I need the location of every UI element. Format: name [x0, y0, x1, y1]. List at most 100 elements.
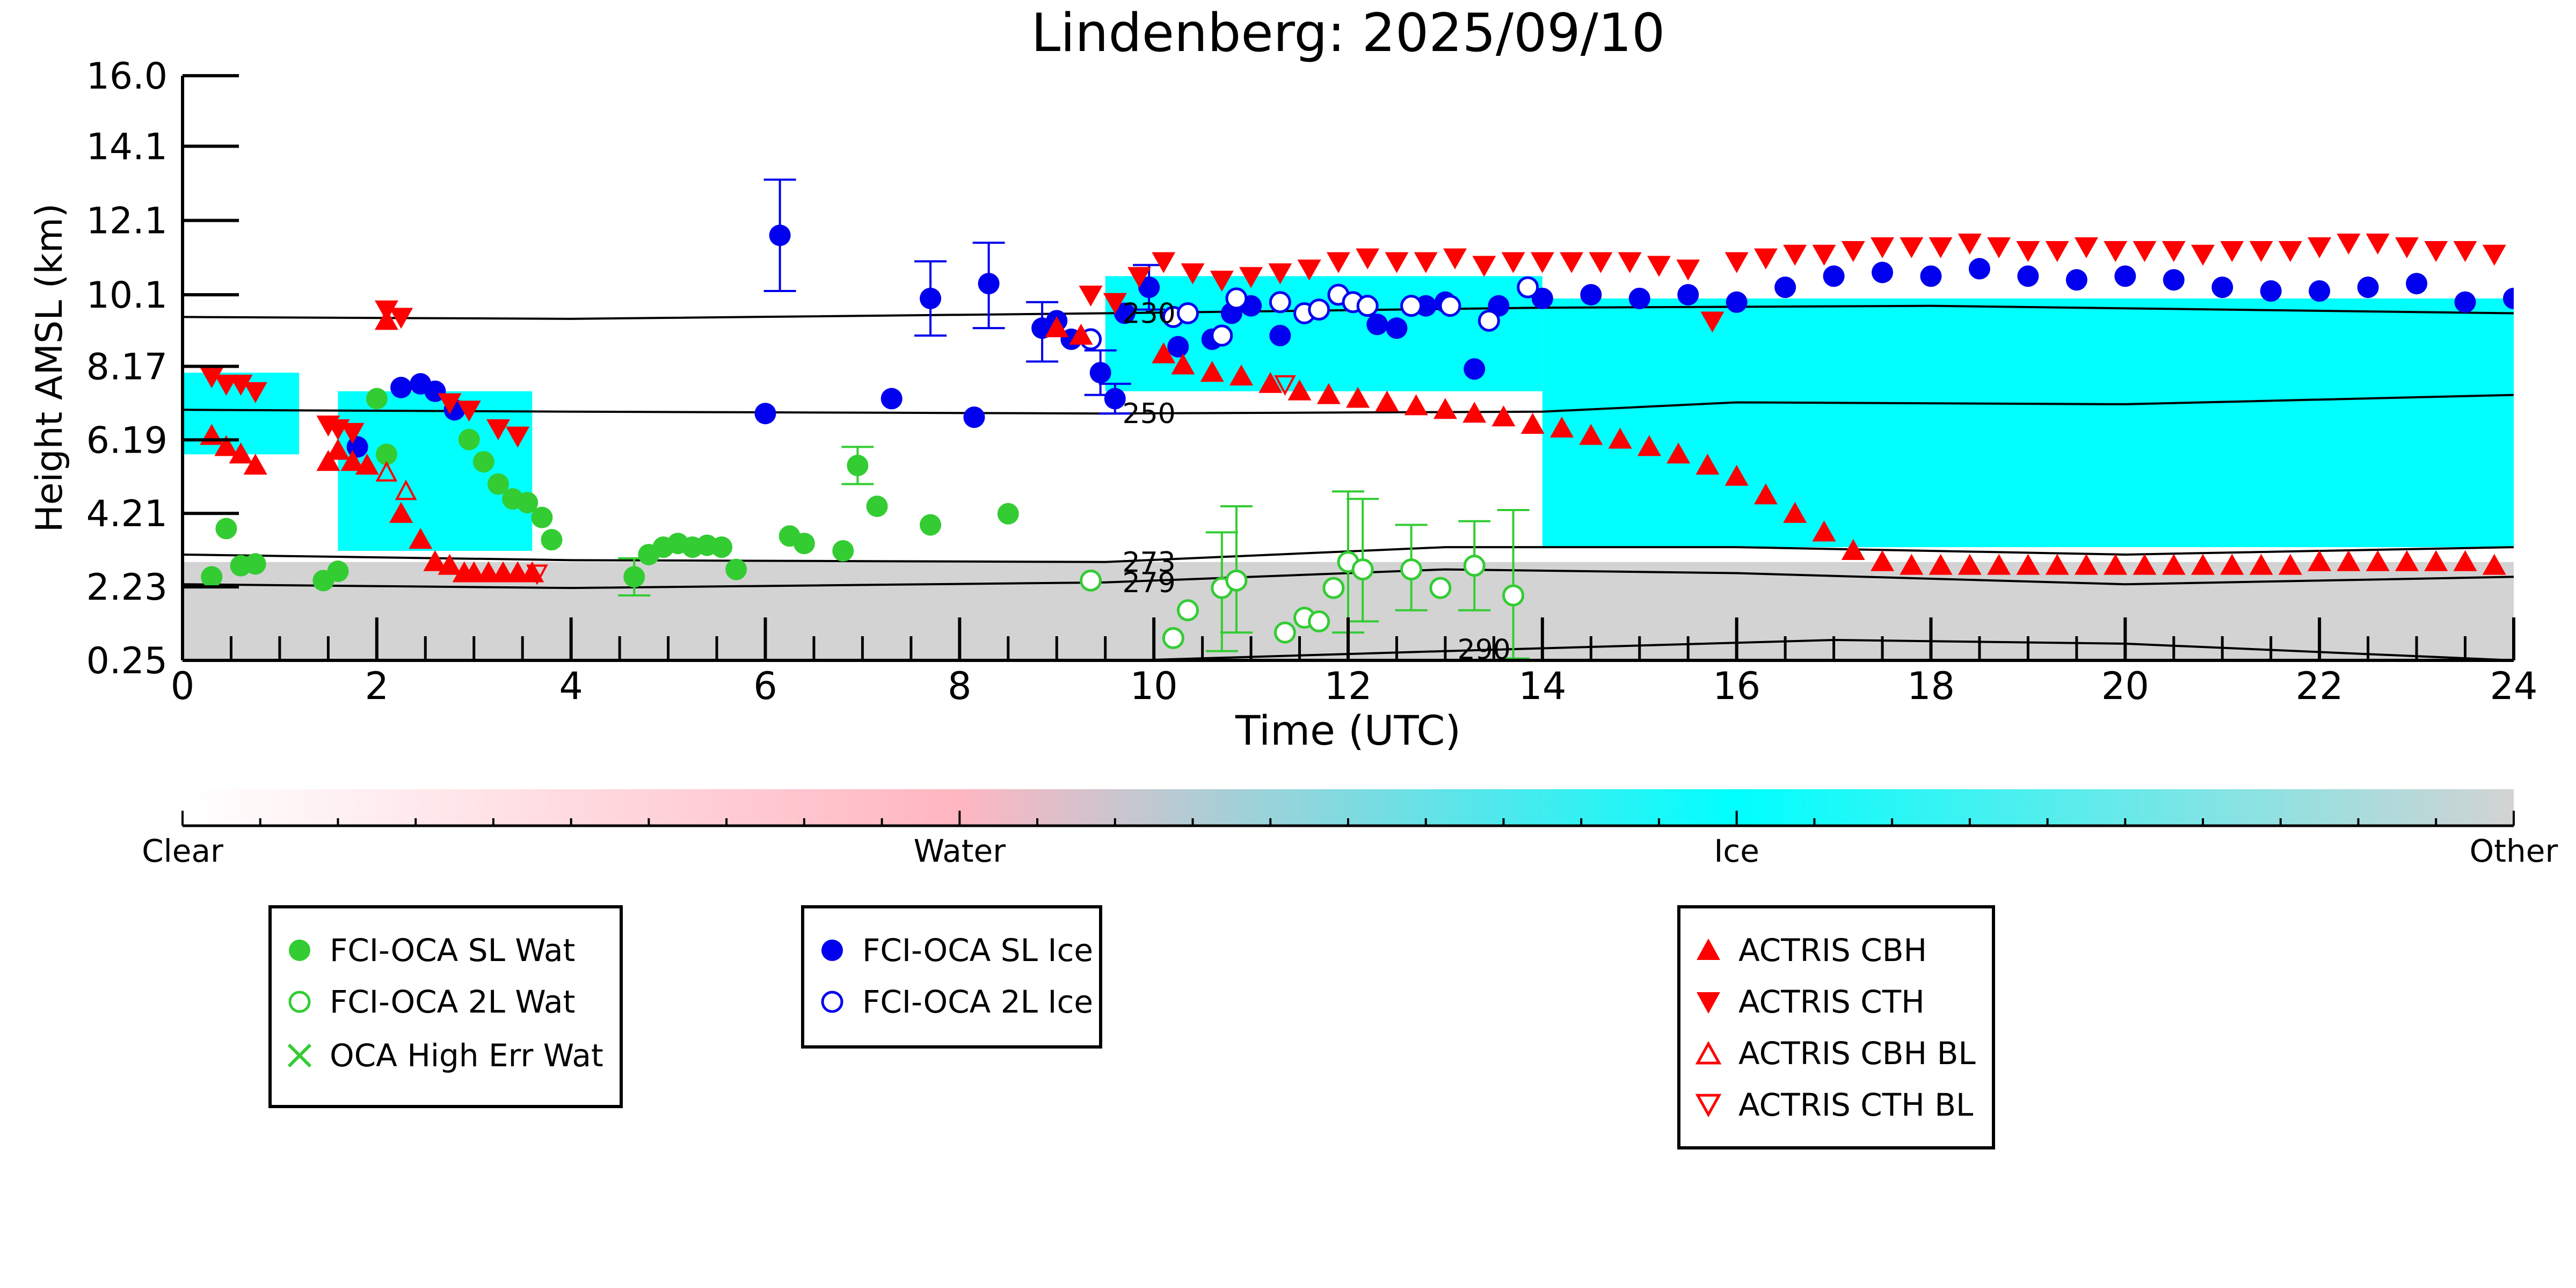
actris-cbh-point [1171, 353, 1195, 375]
x-tick-label: 8 [948, 664, 972, 708]
actris-cth-point [1472, 256, 1496, 277]
actris-cbh-point [2424, 550, 2448, 571]
actris-cth-point [1152, 252, 1176, 273]
actris-cth-point [340, 423, 365, 444]
y-tick-label: 10.1 [86, 274, 168, 317]
x-ticks: 0 2 4 6 8 10 12 14 16 18 20 22 24 [171, 617, 2538, 708]
fci-oca-2l-wat-point [1308, 610, 1330, 632]
actris-cth-point [1443, 248, 1467, 270]
actris-cth-point [2104, 241, 2128, 262]
actris-cth-point [1700, 311, 1724, 333]
y-tick-label: 14.1 [86, 126, 168, 168]
fci-oca-sl-wat-point [541, 529, 563, 551]
actris-cth-point [1385, 252, 1409, 273]
colorbar-labels: Clear Water Ice Other [142, 833, 2558, 869]
actris-cbh-point [1667, 442, 1691, 464]
fci-oca-2l-ice-point [1308, 299, 1330, 321]
fci-oca-sl-ice-point [1386, 317, 1408, 339]
actris-cth-bl-point [526, 564, 548, 585]
x-tick-label: 12 [1324, 664, 1372, 708]
actris-cbh-point [1987, 554, 2011, 575]
legend-item-high-err-wat: OCA High Err Wat [283, 1037, 603, 1074]
actris-cth-point [1356, 248, 1380, 270]
fci-oca-sl-ice-point [2454, 291, 2476, 313]
actris-cth-point [1589, 252, 1613, 273]
actris-cbh-point [1724, 464, 1749, 486]
fci-oca-sl-ice-point [881, 388, 903, 410]
legend-label: ACTRIS CBH [1738, 932, 1927, 969]
actris-cbh-point [1258, 372, 1283, 393]
actris-cth-point [506, 426, 530, 448]
actris-cbh-point [1753, 483, 1778, 505]
actris-cbh-point [1579, 424, 1603, 445]
fci-oca-sl-wat-point [472, 451, 494, 473]
y-ticks: 0.25 2.23 4.21 6.19 8.17 10.1 12.1 14.1 16.0 [86, 55, 239, 682]
fci-oca-sl-ice-point [1464, 358, 1486, 380]
actris-cth-bl-point [1274, 375, 1296, 396]
legend-label: FCI-OCA 2L Ice [862, 984, 1094, 1020]
fci-oca-2l-wat-point [1351, 558, 1374, 581]
contour-line-250 [183, 394, 2514, 415]
fci-oca-sl-ice-point [2114, 265, 2136, 287]
fci-oca-sl-wat-point [244, 553, 266, 575]
actris-cth-point [2162, 241, 2186, 262]
actris-cbh-point [1491, 405, 1516, 427]
legend-item-cbh-bl: ACTRIS CBH BL [1692, 1035, 1976, 1072]
actris-cbh-point [2016, 554, 2040, 575]
x-tick-label: 14 [1518, 664, 1566, 708]
fci-oca-2l-ice-point [1439, 295, 1461, 317]
legend-label: FCI-OCA SL Ice [862, 932, 1094, 969]
legend-ice: FCI-OCA SL Ice FCI-OCA 2L Ice [801, 905, 1102, 1049]
actris-cth-point [1501, 252, 1525, 273]
actris-cbh-point [1550, 416, 1574, 438]
actris-cbh-point [2045, 554, 2069, 575]
actris-cbh-point [243, 454, 267, 475]
colorbar-label: Other [2470, 833, 2558, 869]
contour-layer [183, 304, 2514, 660]
actris-cbh-point [214, 435, 238, 456]
fci-oca-sl-ice-point [2503, 287, 2514, 309]
actris-cth-point [1783, 244, 1807, 266]
fci-oca-sl-ice-point [1104, 388, 1126, 410]
actris-cbh-point [2337, 550, 2361, 571]
actris-cth-point [1987, 237, 2011, 259]
legend-item-sl-wat: FCI-OCA SL Wat [283, 932, 575, 969]
y-tick-label: 0.25 [86, 640, 168, 682]
actris-cth-point [200, 367, 224, 389]
actris-cth-point [1210, 271, 1234, 292]
legend-item-2l-ice: FCI-OCA 2L Ice [816, 984, 1093, 1020]
actris-cbh-point [2249, 554, 2273, 575]
fci-oca-sl-ice-point [1114, 302, 1136, 324]
actris-cbh-point [1608, 427, 1632, 449]
actris-cth-point [2074, 237, 2098, 259]
y-axis-label: Height AMSL (km) [28, 203, 71, 533]
actris-cth-point [2220, 241, 2244, 262]
legend-water: FCI-OCA SL Wat FCI-OCA 2L Wat OCA High E… [268, 905, 623, 1108]
actris-cth-point [2278, 241, 2302, 262]
x-marker-icon [287, 1043, 312, 1068]
actris-cth-point [374, 300, 398, 322]
fci-oca-sl-ice-point [1269, 325, 1291, 346]
fci-oca-sl-ice-point [1677, 283, 1699, 305]
fci-oca-2l-wat-point [1225, 569, 1248, 592]
fci-oca-sl-ice-point [346, 436, 368, 458]
legend-label: FCI-OCA 2L Wat [330, 984, 576, 1020]
actris-cth-point [1297, 259, 1321, 281]
fci-oca-2l-wat-point [1502, 584, 1525, 607]
actris-cth-point [2337, 234, 2361, 255]
plot-area [183, 178, 2514, 660]
actris-cbh-point [438, 554, 462, 575]
y-tick-label: 8.17 [86, 346, 168, 388]
fci-oca-sl-wat-point [866, 496, 888, 518]
actris-cth-point [1618, 252, 1642, 273]
contour-label: 250 [1122, 398, 1175, 430]
fci-oca-sl-wat-point [920, 514, 942, 536]
actris-cth-point [1530, 252, 1554, 273]
actris-cth-point [2424, 241, 2448, 262]
fci-oca-sl-wat-point [201, 566, 223, 588]
fci-oca-sl-wat-point [623, 566, 645, 588]
fci-oca-sl-ice-point [2211, 276, 2233, 299]
actris-cth-point [1103, 293, 1127, 314]
region-ice [1542, 298, 2514, 548]
